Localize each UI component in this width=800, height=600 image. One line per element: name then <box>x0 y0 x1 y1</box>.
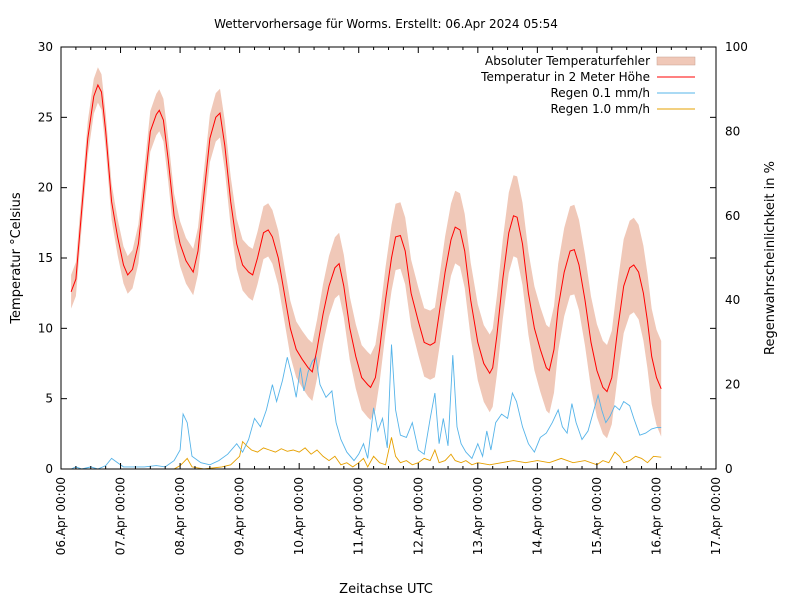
chart-title: Wettervorhersage für Worms. Erstellt: 06… <box>214 17 558 31</box>
x-tick-label: 14.Apr 00:00 <box>530 477 544 555</box>
rain-01mm-layer <box>70 344 662 470</box>
legend-label-temperature: Temperatur in 2 Meter Höhe <box>480 70 650 84</box>
right-tick-label: 0 <box>725 462 733 476</box>
legend-label-rain-01: Regen 0.1 mm/h <box>550 86 650 100</box>
x-tick-label: 11.Apr 00:00 <box>352 477 366 555</box>
error-band-area <box>71 67 662 439</box>
right-tick-label: 100 <box>725 40 748 54</box>
x-axis-label: Zeitachse UTC <box>339 582 433 597</box>
right-tick-label: 80 <box>725 124 740 138</box>
right-tick-label: 40 <box>725 293 740 307</box>
temperature-layer <box>70 83 662 393</box>
right-axis-ticks: 0 20 40 60 80 100 <box>725 40 748 476</box>
x-tick-label: 12.Apr 00:00 <box>411 477 425 555</box>
right-tick-label: 20 <box>725 378 740 392</box>
legend-item-error-band: Absoluter Temperaturfehler <box>485 54 696 68</box>
legend-label-error-band: Absoluter Temperaturfehler <box>485 54 650 68</box>
y-axis-left-label: Temperatur °Celsius <box>9 192 24 325</box>
x-axis-ticks: 06.Apr 00:00 07.Apr 00:00 08.Apr 00:00 09.A… <box>54 47 723 555</box>
x-tick-label: 13.Apr 00:00 <box>471 477 485 555</box>
left-axis-ticks: 0 5 10 15 20 25 30 <box>38 40 716 476</box>
legend: Absoluter Temperaturfehler Temperatur in… <box>480 54 696 116</box>
left-tick-label: 25 <box>38 110 53 124</box>
left-tick-label: 20 <box>38 181 53 195</box>
legend-item-rain-01: Regen 0.1 mm/h <box>550 86 695 100</box>
error-band-layer <box>71 67 662 439</box>
legend-item-rain-10: Regen 1.0 mm/h <box>550 102 695 116</box>
temperature-line <box>70 83 662 393</box>
x-tick-label: 10.Apr 00:00 <box>292 477 306 555</box>
x-tick-label: 15.Apr 00:00 <box>590 477 604 555</box>
left-tick-label: 5 <box>45 392 53 406</box>
x-tick-label: 17.Apr 00:00 <box>709 477 723 555</box>
x-tick-label: 08.Apr 00:00 <box>173 477 187 555</box>
x-tick-label: 09.Apr 00:00 <box>233 477 247 555</box>
left-tick-label: 10 <box>38 321 53 335</box>
x-tick-label: 16.Apr 00:00 <box>649 477 663 555</box>
legend-swatch-error-band <box>656 56 696 66</box>
y-axis-right-label: Regenwahrscheinlichkeit in % <box>763 161 778 355</box>
left-tick-label: 15 <box>38 251 53 265</box>
legend-label-rain-10: Regen 1.0 mm/h <box>550 102 650 116</box>
legend-item-temperature: Temperatur in 2 Meter Höhe <box>480 70 695 84</box>
rain-01mm-line <box>70 344 662 470</box>
x-tick-label: 06.Apr 00:00 <box>54 477 68 555</box>
left-tick-label: 0 <box>45 462 53 476</box>
left-tick-label: 30 <box>38 40 53 54</box>
x-tick-label: 07.Apr 00:00 <box>114 477 128 555</box>
rain-1mm-line <box>71 437 662 470</box>
rain-1mm-layer <box>71 437 662 470</box>
right-tick-label: 60 <box>725 209 740 223</box>
